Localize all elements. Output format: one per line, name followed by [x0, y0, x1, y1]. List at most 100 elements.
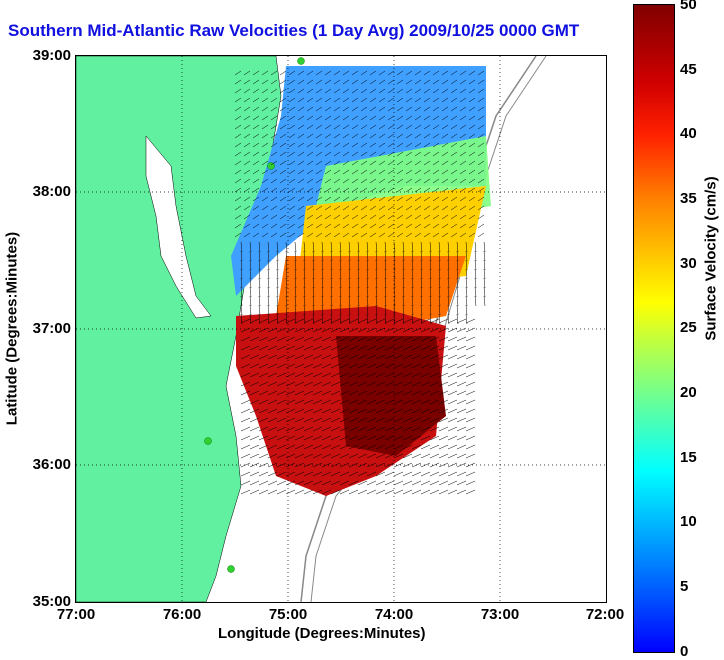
velocity-vector	[402, 399, 413, 405]
velocity-vector	[429, 259, 432, 271]
velocity-vector	[249, 250, 252, 262]
velocity-vector	[456, 408, 467, 414]
velocity-vector	[297, 115, 305, 121]
velocity-vector	[258, 259, 261, 271]
velocity-vector	[366, 408, 377, 414]
velocity-vector	[312, 336, 323, 342]
velocity-vector	[369, 178, 377, 184]
velocity-vector	[339, 336, 350, 342]
velocity-vector	[303, 327, 314, 333]
velocity-vector	[375, 489, 386, 495]
velocity-vector	[369, 115, 377, 121]
velocity-vector	[411, 250, 414, 262]
velocity-vector	[306, 160, 314, 166]
velocity-vector	[420, 295, 423, 307]
velocity-vector	[306, 88, 314, 94]
velocity-vector	[249, 354, 260, 360]
velocity-vector	[447, 480, 458, 486]
velocity-vector	[258, 435, 269, 441]
velocity-vector	[279, 133, 287, 139]
velocity-vector	[321, 363, 332, 369]
velocity-vector	[402, 462, 413, 468]
velocity-vector	[312, 313, 315, 325]
velocity-vector	[330, 480, 341, 486]
velocity-vector	[375, 286, 378, 298]
velocity-vector	[267, 471, 278, 477]
velocity-vector	[465, 304, 468, 316]
velocity-vector	[387, 205, 395, 211]
velocity-vector	[456, 354, 467, 360]
velocity-vector	[447, 318, 458, 324]
velocity-vector	[249, 277, 252, 289]
velocity-vector	[288, 178, 296, 184]
velocity-vector	[324, 115, 332, 121]
velocity-vector	[387, 151, 395, 157]
velocity-vector	[324, 106, 332, 112]
velocity-vector	[441, 160, 449, 166]
velocity-vector	[267, 336, 278, 342]
velocity-vector	[465, 381, 476, 387]
velocity-vector	[438, 277, 441, 289]
velocity-vector	[465, 408, 476, 414]
velocity-vector	[438, 399, 449, 405]
velocity-vector	[279, 79, 287, 85]
velocity-vector	[456, 381, 467, 387]
velocity-vector	[360, 70, 368, 76]
velocity-vector	[360, 115, 368, 121]
velocity-vector	[402, 336, 413, 342]
velocity-vector	[243, 151, 251, 157]
velocity-vector	[240, 277, 243, 289]
velocity-vector	[477, 196, 485, 202]
velocity-vector	[261, 169, 269, 175]
velocity-vector	[405, 97, 413, 103]
velocity-vector	[243, 187, 251, 193]
velocity-vector	[240, 318, 251, 324]
velocity-vector	[366, 354, 377, 360]
velocity-vector	[339, 480, 350, 486]
velocity-vector	[375, 304, 378, 316]
velocity-vector	[402, 268, 405, 280]
velocity-vector	[348, 453, 359, 459]
velocity-vector	[258, 408, 269, 414]
velocity-vector	[324, 205, 332, 211]
velocity-vector	[270, 223, 278, 229]
velocity-vector	[261, 205, 269, 211]
velocity-vector	[396, 232, 404, 238]
velocity-vector	[375, 336, 386, 342]
velocity-vector	[258, 336, 269, 342]
velocity-vector	[369, 169, 377, 175]
velocity-vector	[240, 372, 251, 378]
velocity-vector	[459, 205, 467, 211]
velocity-vector	[420, 426, 431, 432]
velocity-vector	[483, 241, 486, 253]
velocity-vector	[456, 336, 467, 342]
velocity-vector	[339, 304, 342, 316]
velocity-vector	[375, 363, 386, 369]
velocity-vector	[477, 151, 485, 157]
velocity-vector	[249, 480, 260, 486]
velocity-vector	[261, 142, 269, 148]
velocity-vector	[276, 489, 287, 495]
velocity-vector	[393, 426, 404, 432]
velocity-vector	[420, 327, 431, 333]
velocity-vector	[324, 124, 332, 130]
velocity-vector	[348, 345, 359, 351]
velocity-vector	[465, 435, 476, 441]
velocity-vector	[393, 295, 396, 307]
colorbar-tick: 10	[680, 513, 697, 530]
velocity-vector	[477, 79, 485, 85]
velocity-vector	[477, 223, 485, 229]
velocity-vector	[348, 286, 351, 298]
velocity-vector	[312, 471, 323, 477]
velocity-vector	[468, 106, 476, 112]
velocity-vector	[267, 277, 270, 289]
velocity-vector	[423, 88, 431, 94]
velocity-vector	[438, 408, 449, 414]
velocity-map[interactable]	[75, 55, 607, 603]
velocity-vector	[348, 313, 351, 325]
velocity-vector	[456, 277, 459, 289]
velocity-vector	[378, 70, 386, 76]
velocity-vector	[294, 259, 297, 271]
velocity-vector	[279, 223, 287, 229]
velocity-vector	[240, 408, 251, 414]
